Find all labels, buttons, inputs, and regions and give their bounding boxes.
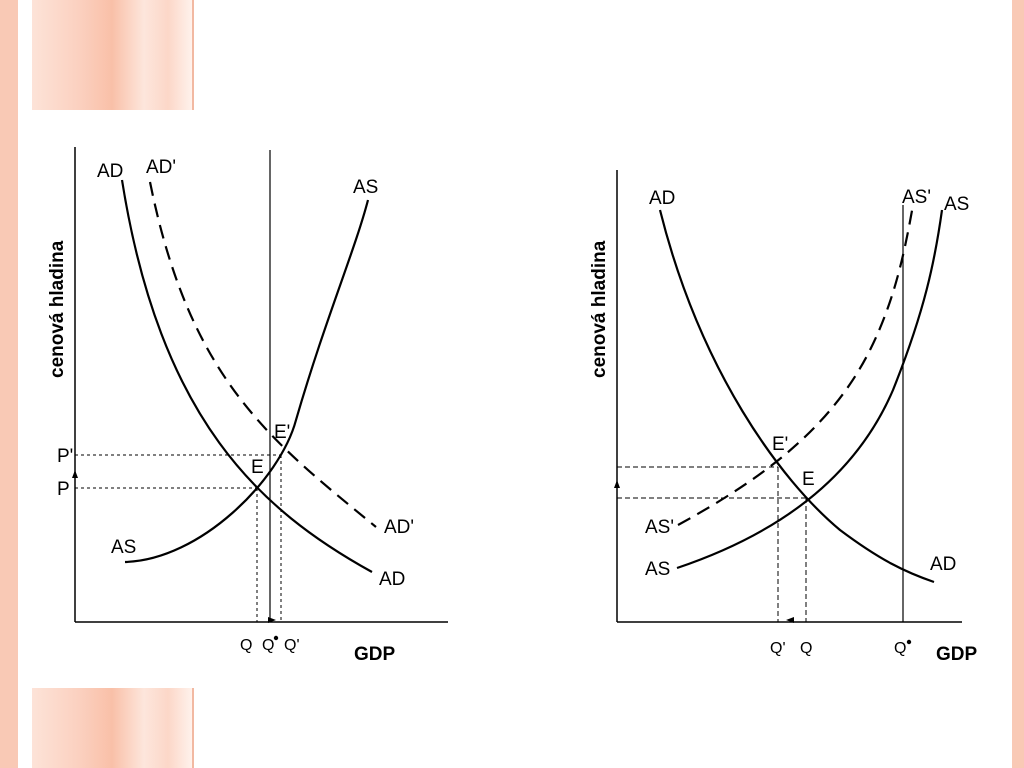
- left-p-label: P: [57, 479, 70, 500]
- right-as-curve: [676, 209, 944, 570]
- left-ad-prime-label-top: AD': [146, 157, 176, 178]
- right-as-label-top: AS: [944, 194, 969, 215]
- left-ad-label-end: AD: [379, 569, 405, 590]
- right-q-prime-label: Q': [770, 640, 786, 657]
- left-as-label-top: AS: [353, 177, 378, 198]
- left-e-prime-label: E': [274, 422, 290, 443]
- left-as-label-bottom: AS: [111, 537, 136, 558]
- decorative-stripe-top: [32, 0, 192, 110]
- right-ad-label-top: AD: [649, 188, 675, 209]
- right-as-prime-label-bottom: AS': [645, 517, 674, 538]
- decorative-line-bottom: [192, 688, 194, 768]
- left-x-axis-title: GDP: [354, 644, 396, 665]
- left-ad-prime-curve: [148, 181, 377, 528]
- right-e-prime-label: E': [772, 434, 788, 455]
- right-ad-curve: [658, 209, 935, 584]
- right-price-arrow: [614, 480, 620, 488]
- left-y-axis-title: cenová hladina: [47, 240, 68, 378]
- right-y-axis-title: cenová hladina: [589, 240, 610, 378]
- content-panel: [18, 110, 1012, 688]
- left-output-arrow: [268, 617, 276, 623]
- slide-frame-right: [1012, 0, 1024, 768]
- right-x-axis-title: GDP: [936, 644, 978, 665]
- left-diagram: AD AD' AS E' E P' P AS AD' AD Q Q Q' GDP…: [47, 147, 448, 665]
- left-q-prime-label: Q': [284, 637, 300, 654]
- right-q-star-label: Q: [894, 640, 906, 657]
- left-ad-curve: [120, 179, 373, 573]
- slide-frame-left: [0, 0, 18, 768]
- right-output-arrow: [786, 617, 794, 623]
- decorative-line-top: [192, 0, 194, 110]
- left-p-prime-label: P': [57, 446, 73, 467]
- decorative-stripe-bottom: [32, 688, 192, 768]
- left-e-label: E: [251, 457, 264, 478]
- left-price-arrow: [72, 470, 78, 478]
- right-q-label: Q: [800, 640, 812, 657]
- right-as-label-bottom: AS: [645, 559, 670, 580]
- left-as-curve: [124, 199, 370, 564]
- left-ad-label-top: AD: [97, 161, 123, 182]
- right-as-prime-label-top: AS': [902, 187, 931, 208]
- right-diagram: AD AS' AS E' E AS' AS AD Q' Q Q GDP ceno…: [589, 170, 978, 665]
- left-ad-prime-label-end: AD': [384, 517, 414, 538]
- left-q-star-dot: [273, 635, 279, 641]
- right-e-label: E: [802, 469, 815, 490]
- right-as-prime-curve: [677, 204, 915, 526]
- right-ad-label-end: AD: [930, 554, 956, 575]
- left-q-star-label: Q: [262, 637, 274, 654]
- left-q-label: Q: [240, 637, 252, 654]
- right-q-star-dot: [906, 639, 912, 645]
